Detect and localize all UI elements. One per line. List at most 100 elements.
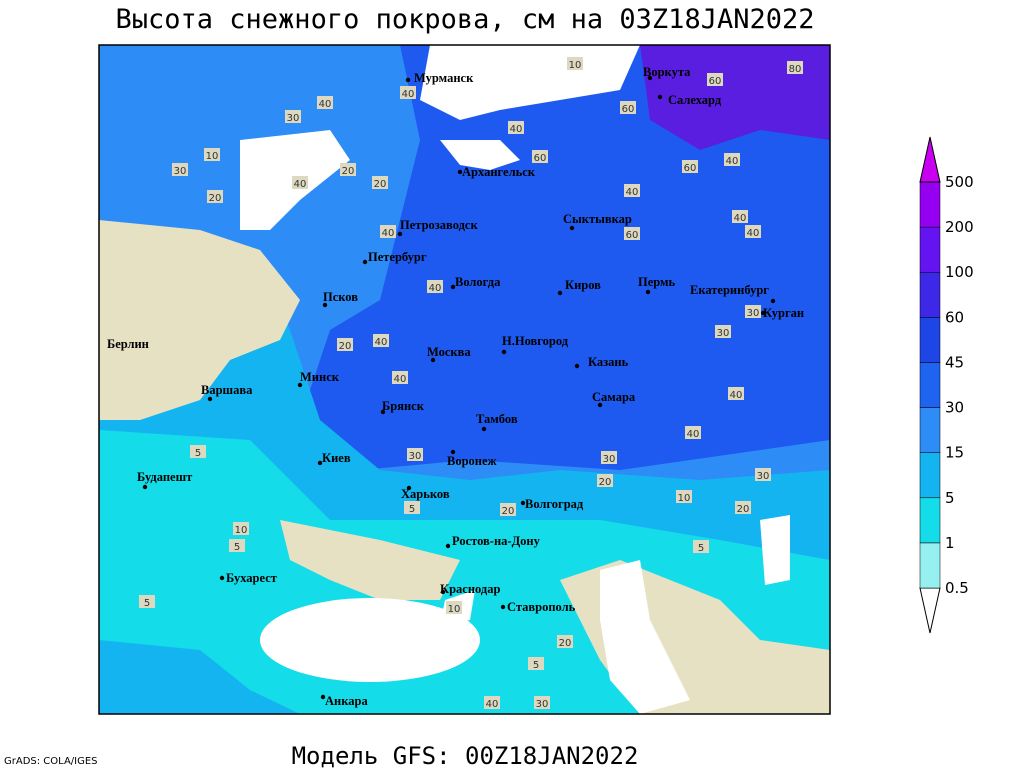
map [98, 44, 831, 715]
city-dot [450, 284, 456, 290]
city-label: Воронеж [447, 454, 498, 468]
city-label: Екатеринбург [690, 283, 769, 297]
city-dot [440, 589, 446, 595]
city-label: Самара [592, 390, 636, 404]
contour-label: 30 [536, 699, 549, 710]
contour-label-box [340, 163, 356, 176]
city-dot [142, 484, 148, 490]
colorbar-segment [919, 181, 941, 228]
contour-label: 40 [294, 179, 307, 190]
colorbar-segment [919, 407, 941, 453]
city-dot [657, 94, 663, 100]
map-labels: Мурманск Воркута Салехард Архангельск Сыктыв… [107, 57, 804, 710]
contour-label: 40 [402, 89, 415, 100]
contour-label-box [534, 696, 550, 709]
contour-label-box [400, 86, 416, 99]
city-label: Брянск [382, 399, 425, 413]
contour-label: 20 [209, 193, 222, 204]
city-dot [501, 349, 507, 355]
city-dot [362, 259, 368, 265]
contour-label: 20 [599, 477, 612, 488]
city-dot [207, 396, 213, 402]
black-sea [260, 598, 480, 682]
contour-label: 20 [737, 504, 750, 515]
contour-label: 10 [569, 60, 582, 71]
city-label: Пермь [638, 275, 676, 289]
contour-label: 60 [626, 230, 639, 241]
city-dot [500, 604, 506, 610]
snow-deep [640, 45, 830, 150]
contour-label-box [508, 121, 524, 134]
colorbar-segment [919, 226, 941, 273]
contour-label-box [337, 338, 353, 351]
contour-label: 30 [174, 166, 187, 177]
contour-label: 40 [626, 187, 639, 198]
contour-label: 5 [698, 543, 704, 554]
city-dot [219, 575, 225, 581]
contour-label-box [707, 73, 723, 86]
bare-land [280, 520, 460, 600]
contour-label-box [755, 468, 771, 481]
contour-label-box [207, 190, 223, 203]
contour-label: 5 [234, 542, 240, 553]
city-dot [397, 231, 403, 237]
contour-label-box [567, 57, 583, 70]
colorbar-label: 200 [945, 218, 974, 236]
credit: GrADS: COLA/IGES [4, 756, 98, 767]
city-label: Киров [565, 278, 601, 292]
contour-label-box [317, 96, 333, 109]
contour-label-box [715, 325, 731, 338]
city-label: Ростов-на-Дону [452, 534, 541, 548]
contour-label-box [601, 451, 617, 464]
contour-label-box [557, 635, 573, 648]
contour-label-box [745, 305, 761, 318]
city-dot [406, 485, 412, 491]
colorbar-label: 5 [945, 489, 955, 507]
city-dot [297, 382, 303, 388]
contour-label-box [787, 61, 803, 74]
city-dot [445, 543, 451, 549]
snow-light [99, 640, 300, 714]
contour-label-box [724, 153, 740, 166]
contour-label: 5 [533, 660, 539, 671]
contour-label-box [190, 445, 206, 458]
contour-label: 60 [622, 104, 635, 115]
city-dot [430, 357, 436, 363]
contour-label: 40 [319, 99, 332, 110]
city-label: Воркута [643, 65, 691, 79]
city-label: Анкара [325, 694, 368, 708]
contour-label: 40 [382, 228, 395, 239]
contour-label-box [532, 150, 548, 163]
city-dot [317, 460, 323, 466]
city-dot [322, 302, 328, 308]
title: Высота снежного покрова, см на 03Z18JAN2… [116, 4, 815, 35]
contour-label: 40 [510, 124, 523, 135]
city-label: Варшава [201, 383, 253, 397]
city-label: Мурманск [414, 71, 474, 85]
colorbar-label: 45 [945, 353, 964, 371]
contour-label: 20 [342, 166, 355, 177]
colorbar-label: 0.5 [945, 579, 969, 597]
colorbar-top [919, 136, 941, 183]
contour-label-box [172, 163, 188, 176]
colorbar-label: 1 [945, 534, 955, 552]
contour-label-box [446, 601, 462, 614]
city-label: Курган [763, 306, 804, 320]
contour-label: 10 [206, 151, 219, 162]
city-label: Будапешт [137, 470, 192, 484]
contour-label-box [528, 657, 544, 670]
aral-sea [760, 515, 790, 585]
city-dot [450, 449, 456, 455]
contour-label-box [292, 176, 308, 189]
city-label: Бухарест [226, 571, 277, 585]
colorbar-segment [919, 271, 941, 318]
contour-label: 20 [559, 638, 572, 649]
colorbar-label: 15 [945, 444, 964, 462]
contour-label-box [685, 426, 701, 439]
colorbar-label: 100 [945, 263, 974, 281]
city-dot [597, 402, 603, 408]
city-dot [647, 75, 653, 81]
contour-label-box [372, 176, 388, 189]
